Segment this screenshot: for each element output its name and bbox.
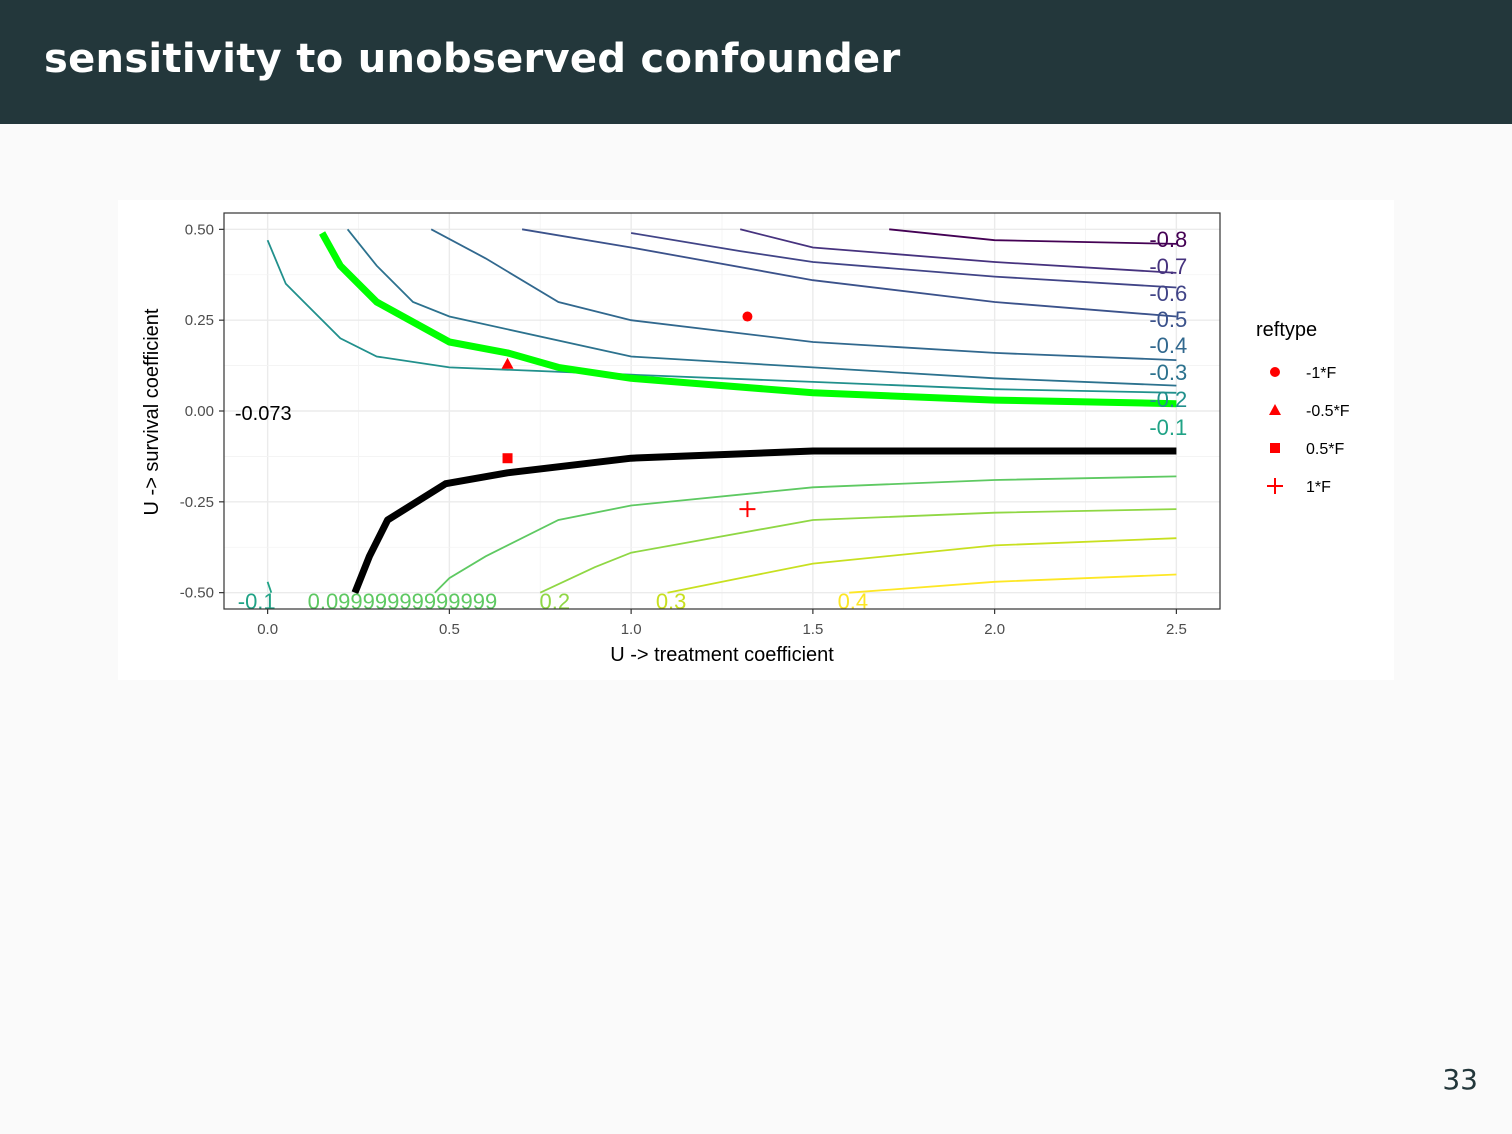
contour-line [346,228,1177,387]
highlight-line-black [351,447,1177,594]
contour-line [630,232,1177,289]
contour-label-right: -0.7 [1149,254,1187,279]
x-tick-label: 0.0 [257,621,278,638]
contour-label-bottom: 0.4 [838,589,869,614]
contour-lines [266,228,1177,594]
legend-label: 0.5*F [1306,441,1344,458]
reference-points [501,311,756,518]
contour-line [266,581,273,593]
reference-point-triangle [501,357,514,369]
x-axis-label: U -> treatment coefficient [610,644,834,666]
highlight-line-green [319,231,1177,408]
x-tick-label: 2.0 [984,621,1005,638]
highlight-line-label: -0.073 [235,403,292,425]
legend-key-plus [1267,478,1283,494]
legend-label: 1*F [1306,479,1331,496]
x-tick-label: 0.5 [439,621,460,638]
contour-line [889,228,1177,245]
page-number: 33 [1442,1063,1478,1096]
x-tick-label: 1.5 [802,621,823,638]
legend-key-square [1270,443,1280,453]
reference-point-square [502,453,513,464]
contour-label-right: -0.2 [1149,387,1187,412]
contour-line [434,475,1177,594]
y-axis-label: U -> survival coefficient [141,308,163,515]
legend: reftype -1*F -0.5*F 0.5*F 1*F [1256,319,1350,496]
contour-label-bottom: -0.1 [238,589,276,614]
legend-key-triangle [1269,404,1281,415]
legend-label: -0.5*F [1306,403,1350,420]
contour-label-right: -0.8 [1149,227,1187,252]
x-tick-label: 2.5 [1166,621,1187,638]
contour-label-right: -0.5 [1149,307,1187,332]
reference-point-plus [739,501,756,518]
y-tick-label: -0.50 [180,585,214,602]
contour-line [521,228,1177,318]
legend-label: -1*F [1306,365,1336,382]
contour-label-right: -0.4 [1149,333,1187,358]
contour-label-bottom: 0.2 [539,589,570,614]
y-tick-label: 0.50 [185,221,214,238]
legend-title: reftype [1256,319,1317,341]
contour-labels: -0.8-0.7-0.6-0.5-0.4-0.3-0.2 -0.1 -0.1 0.09… [238,227,1188,614]
contour-label-bottom: 0.09999999999999 [308,589,498,614]
axes: 0.0 0.5 1.0 1.5 2.0 2.5 -0.50 -0.25 0.00 0.25 0.50 [180,221,1187,638]
legend-key-circle [1270,367,1280,377]
contour-label-right: -0.3 [1149,360,1187,385]
contour-line [739,228,1177,274]
contour-line [430,228,1177,361]
contour-chart: -0.073 -0.8-0.7-0.6-0.5-0.4-0.3-0.2-0.1-… [141,212,1350,666]
contour-line [539,508,1177,594]
slide-header: sensitivity to unobserved confounder [0,0,1512,124]
contour-label-right: -0.1 [1149,415,1187,440]
contour-label-right: -0.6 [1149,281,1187,306]
x-tick-label: 1.0 [621,621,642,638]
y-tick-label: 0.25 [185,312,214,329]
contour-label-bottom: 0.3 [656,589,687,614]
contour-line [667,537,1177,594]
contour-line [849,573,1177,594]
y-tick-label: 0.00 [185,403,214,420]
contour-line [266,239,1177,394]
slide-title: sensitivity to unobserved confounder [44,36,901,82]
reference-point-circle [742,311,753,322]
highlight-lines: -0.073 [235,231,1177,594]
chart-figure: -0.073 -0.8 -0.7 -0.6 -0.5 -0.4 -0.3 -0.2 -0.1-… [118,200,1394,680]
y-tick-label: -0.25 [180,494,214,511]
